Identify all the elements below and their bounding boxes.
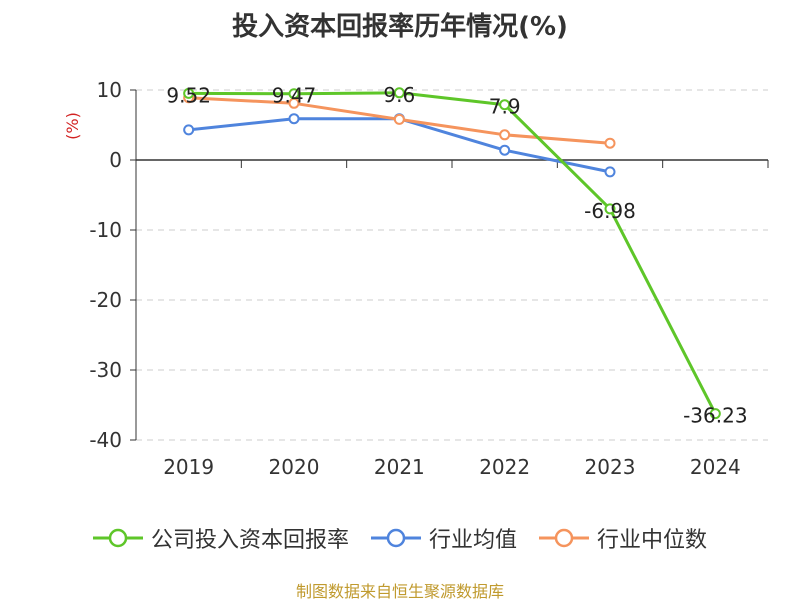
source-note: 制图数据来自恒生聚源数据库 — [295, 582, 504, 601]
y-tick-label: -10 — [89, 218, 122, 242]
data-point — [288, 113, 300, 125]
legend-item[interactable]: 公司投入资本回报率 — [92, 522, 349, 554]
y-tick-label: 0 — [109, 148, 122, 172]
legend-label: 行业中位数 — [597, 528, 708, 553]
data-point — [499, 99, 511, 111]
legend-label: 公司投入资本回报率 — [150, 528, 349, 553]
data-label: 9.47 — [272, 84, 317, 108]
data-point — [288, 88, 300, 100]
y-tick-label: -20 — [89, 288, 122, 312]
data-point — [183, 87, 195, 99]
x-tick-label: 2020 — [269, 455, 320, 479]
x-tick-label: 2019 — [163, 455, 214, 479]
legend: 公司投入资本回报率 行业均值 行业中位数 — [0, 518, 800, 558]
data-label: -36.23 — [683, 404, 747, 428]
x-tick-label: 2022 — [479, 455, 530, 479]
series-line — [188, 91, 717, 415]
data-point — [604, 203, 616, 215]
data-label: 9.52 — [166, 83, 211, 107]
legend-marker-icon — [92, 528, 143, 548]
data-point — [393, 87, 405, 99]
data-point — [604, 137, 616, 149]
legend-marker-icon — [539, 528, 589, 548]
data-label: -6.98 — [584, 199, 636, 223]
y-tick-label: -40 — [89, 428, 122, 452]
x-tick-label: 2023 — [585, 455, 636, 479]
data-point — [393, 113, 405, 125]
chart-title: 投入资本回报率历年情况(%) — [232, 12, 568, 42]
y-tick-label: 10 — [97, 78, 122, 102]
x-tick-label: 2021 — [374, 455, 425, 479]
legend-item[interactable]: 行业中位数 — [539, 522, 707, 554]
y-axis-label: (%) — [63, 112, 82, 140]
data-point — [709, 408, 721, 420]
data-point — [499, 129, 511, 141]
data-label: 7.9 — [489, 95, 521, 119]
data-point — [183, 124, 195, 136]
data-label: 9.6 — [383, 83, 415, 107]
legend-marker-icon — [370, 528, 421, 548]
legend-item[interactable]: 行业均值 — [370, 522, 517, 554]
data-point — [499, 144, 511, 156]
data-point — [604, 166, 616, 178]
y-tick-label: -30 — [89, 358, 122, 382]
legend-label: 行业均值 — [428, 528, 517, 553]
x-tick-label: 2024 — [690, 455, 741, 479]
